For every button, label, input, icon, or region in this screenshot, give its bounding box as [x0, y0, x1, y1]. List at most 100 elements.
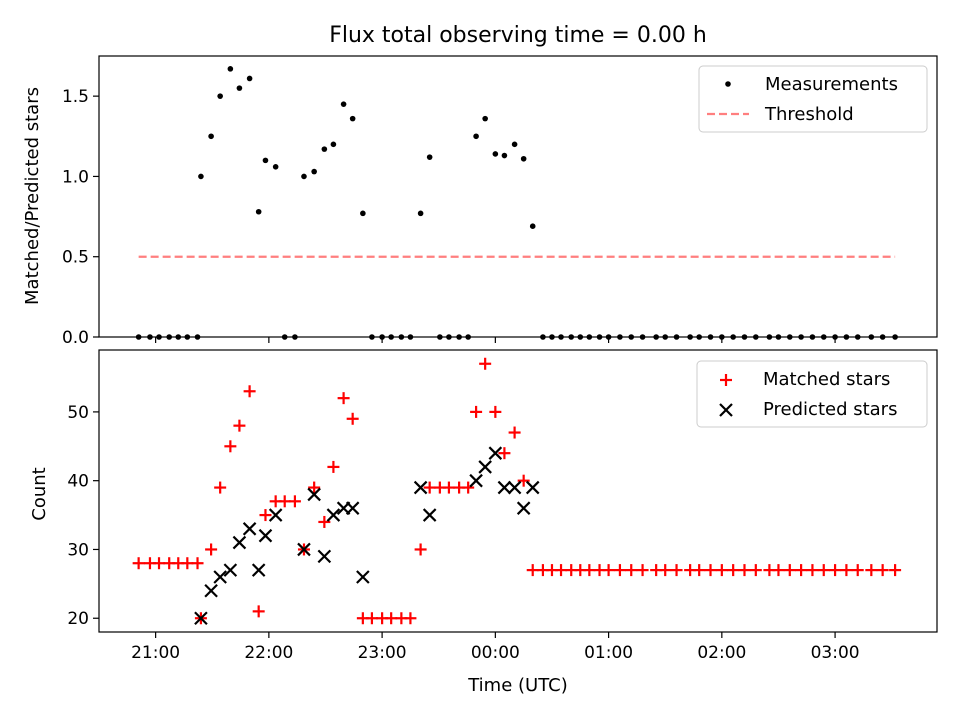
legend-predicted-marker	[719, 403, 733, 417]
measurement-point	[501, 152, 508, 159]
chart-title: Flux total observing time = 0.00 h	[329, 23, 707, 48]
matched-star-point	[693, 564, 706, 577]
matched-star-point	[526, 564, 539, 577]
measurement-point	[262, 157, 269, 164]
bottom-legend: Matched stars Predicted stars	[696, 360, 928, 428]
predicted-star-point	[469, 473, 483, 488]
matched-star-point	[205, 543, 218, 556]
matched-star-point	[259, 509, 272, 522]
matched-star-point	[278, 495, 291, 508]
legend-threshold-label: Threshold	[764, 104, 854, 125]
bottom-x-tick-label: 01:00	[584, 643, 633, 663]
measurement-point	[227, 66, 234, 72]
matched-star-point	[308, 481, 321, 494]
measurement-point	[272, 163, 279, 170]
predicted-star-point	[507, 480, 522, 495]
matched-star-point	[153, 557, 166, 570]
matched-star-point	[670, 564, 683, 577]
top-legend: Measurements Threshold	[698, 65, 928, 133]
measurement-point	[349, 115, 356, 122]
measurement-point	[511, 141, 518, 148]
bottom-y-tick-label: 50	[67, 403, 89, 423]
measurement-point	[311, 168, 317, 175]
matched-star-point	[508, 426, 521, 439]
matched-star-point	[470, 405, 483, 418]
matched-star-point	[327, 460, 340, 473]
measurement-point	[340, 101, 347, 107]
measurement-point	[482, 115, 488, 122]
matched-star-point	[404, 612, 417, 625]
matched-star-point	[583, 564, 596, 577]
predicted-star-point	[251, 563, 266, 577]
predicted-star-point	[488, 446, 503, 460]
top-axes-frame	[98, 55, 938, 338]
matched-star-point	[783, 564, 796, 577]
predicted-star-point	[356, 570, 370, 584]
predicted-star-point	[204, 583, 218, 598]
legend-predicted-label: Predicted stars	[763, 399, 897, 420]
matched-star-point	[555, 564, 568, 577]
measurement-point	[529, 223, 536, 230]
matched-star-point	[288, 495, 301, 508]
matched-star-point	[479, 357, 492, 370]
matched-star-point	[865, 564, 878, 577]
predicted-star-point	[258, 528, 273, 543]
top-y-tick-label: 0.5	[62, 248, 89, 268]
predicted-star-point	[478, 460, 492, 474]
measurement-point	[417, 210, 424, 217]
predicted-star-point	[232, 535, 247, 550]
matched-star-point	[659, 564, 672, 577]
predicted-star-point	[268, 508, 283, 522]
bottom-x-tick-label: 22:00	[244, 643, 293, 663]
matched-star-point	[772, 564, 785, 577]
predicted-star-point	[497, 480, 512, 495]
predicted-star-point	[242, 522, 257, 536]
matched-star-point	[829, 564, 842, 577]
legend-measurements-marker	[725, 81, 731, 87]
measurement-point	[330, 141, 337, 148]
bottom-x-tick-label: 23:00	[358, 643, 407, 663]
measurement-point	[217, 93, 223, 99]
matched-star-point	[423, 481, 436, 494]
x-axis-label: Time (UTC)	[467, 675, 568, 696]
matched-star-point	[318, 515, 331, 528]
matched-star-point	[840, 564, 853, 577]
matched-star-point	[132, 557, 145, 570]
matched-star-point	[613, 564, 626, 577]
top-y-tick-label: 0.0	[62, 328, 89, 348]
measurement-point	[208, 133, 214, 140]
measurement-point	[246, 75, 253, 82]
bottom-panel: Count Time (UTC) 20 30 40 50 21:00 22:00 23:00…	[29, 349, 938, 696]
predicted-star-point	[317, 549, 332, 564]
matched-star-point	[498, 447, 511, 460]
measurement-point	[301, 173, 307, 180]
matched-star-point	[224, 440, 237, 453]
predicted-star-point	[307, 487, 321, 502]
matched-star-point	[625, 564, 638, 577]
top-axes-ticks: 0.0 0.5 1.0 1.5	[62, 87, 836, 348]
matched-star-point	[817, 564, 830, 577]
matched-star-point	[181, 557, 194, 570]
measurement-point	[255, 208, 262, 215]
matched-star-point	[243, 385, 256, 398]
measurement-point	[198, 173, 204, 180]
matched-star-point	[337, 392, 350, 405]
measurement-point	[492, 151, 499, 157]
bottom-x-tick-label: 21:00	[131, 643, 180, 663]
matched-star-point	[233, 419, 246, 432]
measurement-point	[236, 85, 243, 91]
bottom-y-axis-label: Count	[29, 467, 50, 520]
legend-matched-label: Matched stars	[763, 369, 890, 390]
bottom-y-tick-label: 40	[67, 472, 89, 492]
matched-star-point	[252, 605, 265, 618]
bottom-x-tick-label: 02:00	[697, 643, 746, 663]
matched-star-point	[365, 612, 378, 625]
predicted-star-point	[525, 480, 540, 495]
predicted-star-point	[194, 611, 208, 626]
matched-star-point	[414, 543, 427, 556]
matched-star-point	[214, 481, 227, 494]
matched-star-point	[795, 564, 808, 577]
top-y-tick-label: 1.5	[62, 87, 89, 107]
predicted-star-point	[223, 563, 238, 577]
